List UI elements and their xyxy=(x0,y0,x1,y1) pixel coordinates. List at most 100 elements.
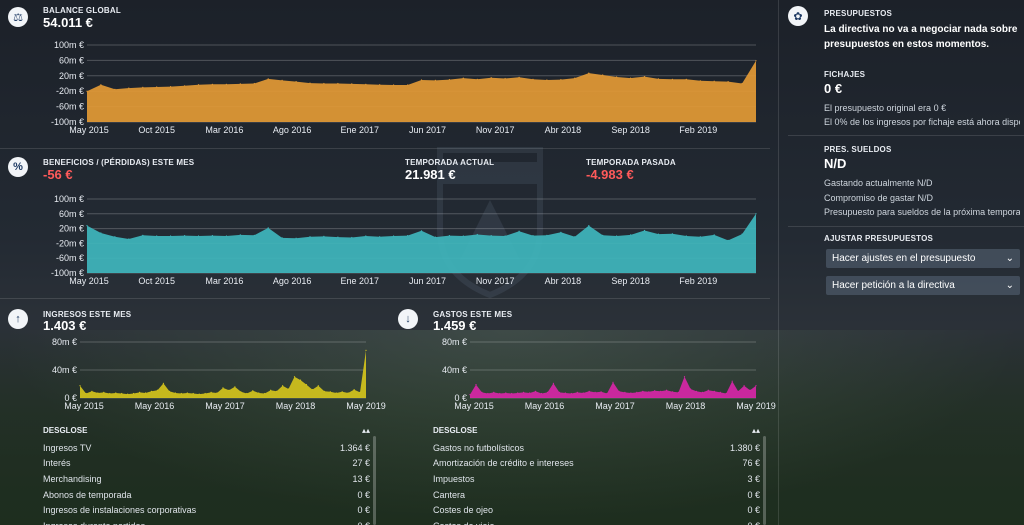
y-tick-label: 40m € xyxy=(52,365,77,375)
x-tick-label: Abr 2018 xyxy=(545,125,582,135)
expenses-label: GASTOS ESTE MES xyxy=(433,310,513,319)
divider xyxy=(0,298,770,299)
sort-icon[interactable]: ▴▴ xyxy=(751,426,760,435)
table-row[interactable]: Abonos de temporada 0 € xyxy=(43,487,370,503)
x-tick-label: May 2015 xyxy=(64,401,104,411)
data-point xyxy=(353,389,355,391)
data-point xyxy=(240,391,242,393)
data-point xyxy=(462,77,464,79)
table-row[interactable]: Gastos no futbolísticos 1.380 € xyxy=(433,440,760,456)
series-area xyxy=(80,350,366,398)
data-point xyxy=(128,238,130,240)
data-point xyxy=(197,84,200,86)
table-row[interactable]: Impuestos 3 € xyxy=(433,471,760,487)
y-tick-label: 0 € xyxy=(454,393,467,403)
data-point xyxy=(174,392,176,394)
table-row[interactable]: Ingresos TV 1.364 € xyxy=(43,440,370,456)
data-point xyxy=(198,393,200,395)
expenses-value: 1.459 € xyxy=(433,318,477,333)
transfers-original: El presupuesto original era 0 € xyxy=(824,103,947,113)
data-point xyxy=(114,88,116,90)
data-point xyxy=(258,392,260,394)
data-point xyxy=(518,230,520,232)
data-point xyxy=(616,235,618,237)
data-point xyxy=(407,235,409,237)
data-point xyxy=(211,235,213,237)
data-point xyxy=(309,236,311,238)
x-tick-label: May 2017 xyxy=(595,401,635,411)
data-point xyxy=(618,390,620,392)
data-point xyxy=(225,235,227,237)
expenses-scrollbar[interactable] xyxy=(763,436,766,525)
row-name: Gastos no futbolísticos xyxy=(433,442,525,453)
data-point xyxy=(329,391,331,393)
budget-adjust-dropdown[interactable]: Hacer ajustes en el presupuesto ⌄ xyxy=(826,249,1020,268)
data-point xyxy=(337,236,339,238)
data-point xyxy=(743,385,745,387)
transfers-label: FICHAJES xyxy=(824,70,866,79)
data-point xyxy=(170,86,172,88)
data-point xyxy=(246,392,248,395)
x-tick-label: Jun 2017 xyxy=(409,276,446,286)
piggy-bank-icon: ✿ xyxy=(788,6,808,26)
board-request-dropdown[interactable]: Hacer petición a la directiva ⌄ xyxy=(826,276,1020,295)
data-point xyxy=(660,390,662,392)
data-point xyxy=(612,381,614,383)
data-point xyxy=(642,390,644,392)
data-point xyxy=(588,72,590,74)
series-area xyxy=(87,213,756,273)
row-value: 0 € xyxy=(357,521,370,525)
data-point xyxy=(365,349,367,351)
x-tick-label: May 2015 xyxy=(69,276,109,286)
x-tick-label: Jun 2017 xyxy=(409,125,446,135)
table-row[interactable]: Ingresos durante partidos 0 € xyxy=(43,518,370,525)
table-row[interactable]: Cantera 0 € xyxy=(433,487,760,503)
data-point xyxy=(546,234,548,236)
data-point xyxy=(727,239,729,241)
y-tick-label: 100m € xyxy=(54,40,84,50)
wages-current: Gastando actualmente N/D xyxy=(824,178,933,188)
data-point xyxy=(309,82,311,84)
expenses-breakdown-label: DESGLOSE xyxy=(433,426,478,435)
x-tick-label: Nov 2017 xyxy=(476,276,515,286)
x-tick-label: Ene 2017 xyxy=(341,276,380,286)
table-row[interactable]: Interés 27 € xyxy=(43,456,370,472)
income-chart: 80m € 40m € 0 €May 2015 May 2016 May 2017 May… xyxy=(52,337,386,411)
balance-chart: 100m € 60m € 20m € -20m € -60m € -100m €May 2… xyxy=(51,40,757,135)
table-row[interactable]: Merchandising 13 € xyxy=(43,471,370,487)
row-name: Impuestos xyxy=(433,473,475,484)
data-point xyxy=(576,391,578,393)
expenses-breakdown-table: DESGLOSE ▴▴ Gastos no futbolísticos 1.380… xyxy=(433,426,760,525)
budget-adjust-dropdown-label: Hacer ajustes en el presupuesto xyxy=(832,253,976,264)
y-tick-label: -60m € xyxy=(56,253,84,263)
data-point xyxy=(504,235,506,237)
data-point xyxy=(253,82,255,85)
row-name: Costes de viaje xyxy=(433,521,495,525)
data-point xyxy=(624,391,626,393)
table-row[interactable]: Costes de ojeo 0 € xyxy=(433,502,760,518)
arrow-down-icon: ↓ xyxy=(398,309,418,329)
data-point xyxy=(393,84,395,86)
data-point xyxy=(493,391,495,393)
row-name: Interés xyxy=(43,458,71,469)
data-point xyxy=(79,385,81,387)
data-point xyxy=(737,390,739,392)
data-point xyxy=(156,389,159,391)
data-point xyxy=(252,390,254,392)
income-scrollbar[interactable] xyxy=(373,436,376,525)
table-row[interactable]: Costes de viaje 0 € xyxy=(433,518,760,525)
data-point xyxy=(142,234,144,236)
x-tick-label: Sep 2018 xyxy=(611,276,650,286)
data-point xyxy=(546,391,549,393)
row-value: 27 € xyxy=(352,458,370,469)
data-point xyxy=(570,392,572,395)
data-point xyxy=(323,235,325,237)
previous-season-label: TEMPORADA PASADA xyxy=(586,158,676,167)
row-value: 0 € xyxy=(357,489,370,500)
table-row[interactable]: Amortización de crédito e intereses 76 € xyxy=(433,456,760,472)
sort-icon[interactable]: ▴▴ xyxy=(361,426,370,435)
data-point xyxy=(689,388,692,390)
row-value: 13 € xyxy=(352,473,370,484)
table-row[interactable]: Ingresos de instalaciones corporativas 0 … xyxy=(43,502,370,518)
data-point xyxy=(168,390,170,392)
